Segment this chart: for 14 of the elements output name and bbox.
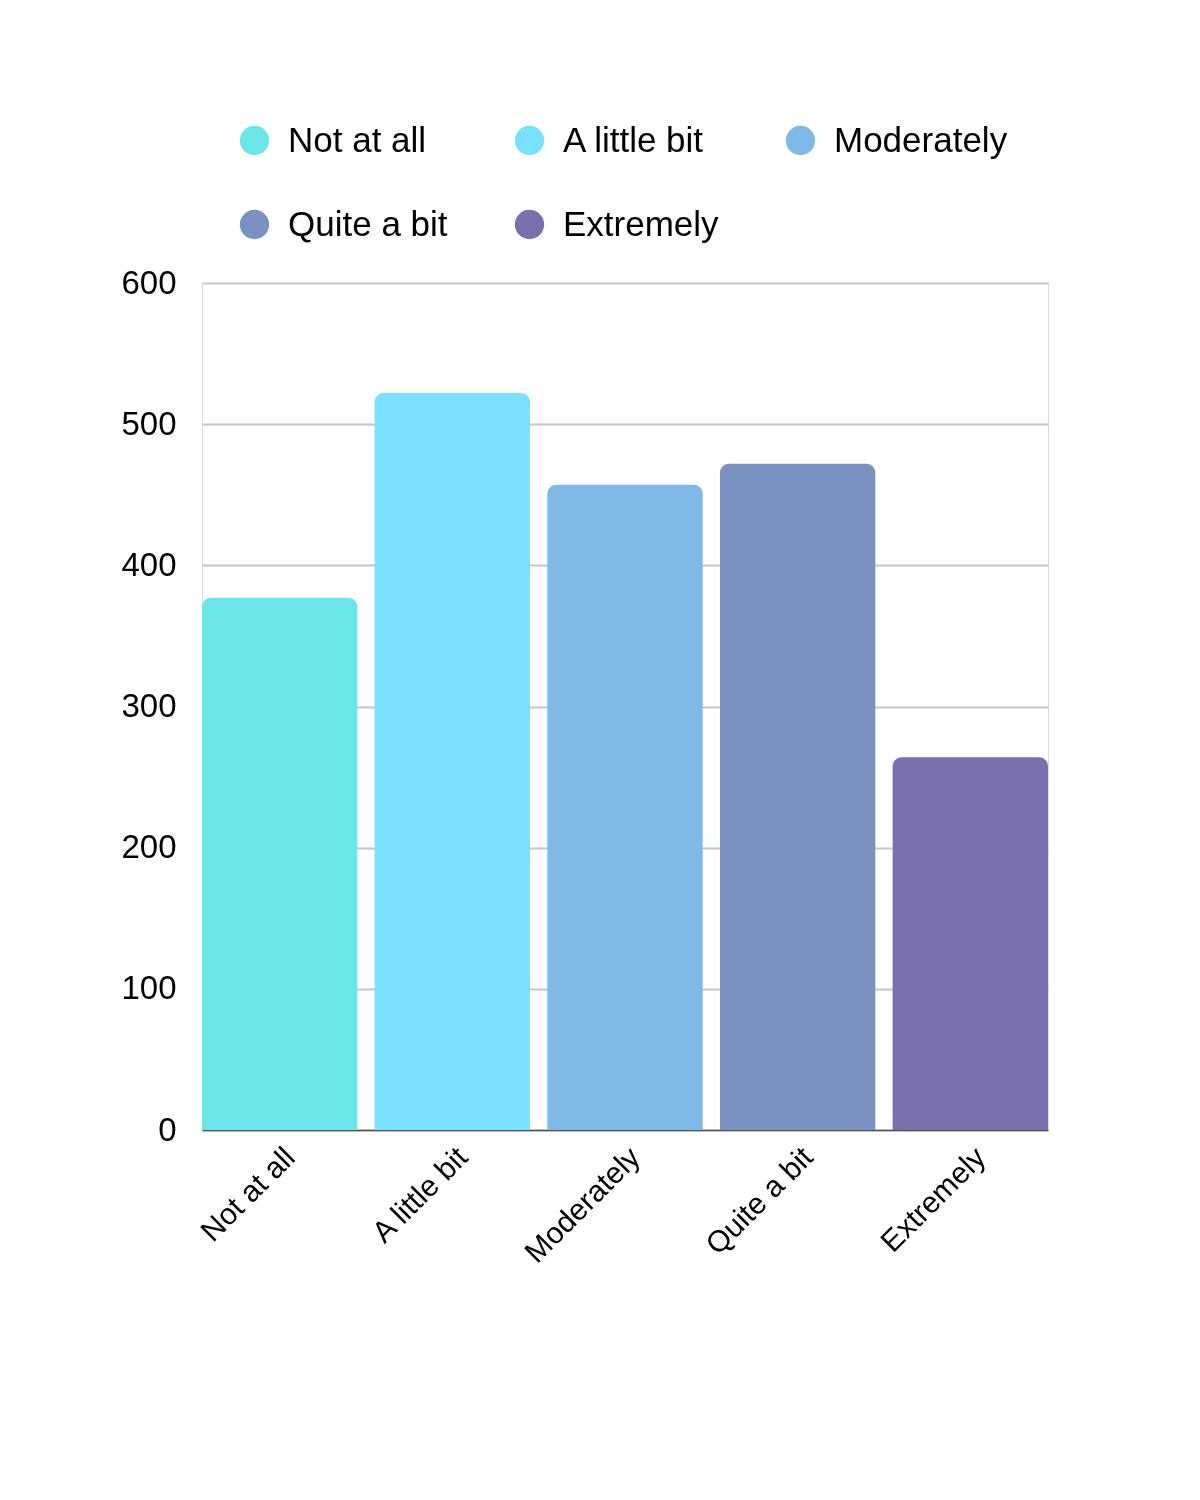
x-tick-label: Not at all: [193, 1140, 301, 1248]
legend-label: Moderately: [834, 119, 1008, 159]
y-tick-label: 300: [121, 687, 177, 724]
x-tick-label: A little bit: [365, 1139, 475, 1249]
y-tick-label: 0: [158, 1110, 177, 1148]
y-tick-label: 600: [121, 263, 177, 301]
legend-label: A little bit: [563, 119, 704, 159]
y-tick-label: 200: [121, 828, 177, 866]
legend-label: Quite a bit: [288, 203, 448, 243]
y-tick-label: 400: [121, 545, 177, 583]
y-tick-label: 100: [121, 969, 177, 1007]
legend-label: Not at all: [288, 119, 427, 159]
legend-label: Extremely: [563, 203, 720, 243]
y-tick-label: 500: [121, 404, 177, 442]
